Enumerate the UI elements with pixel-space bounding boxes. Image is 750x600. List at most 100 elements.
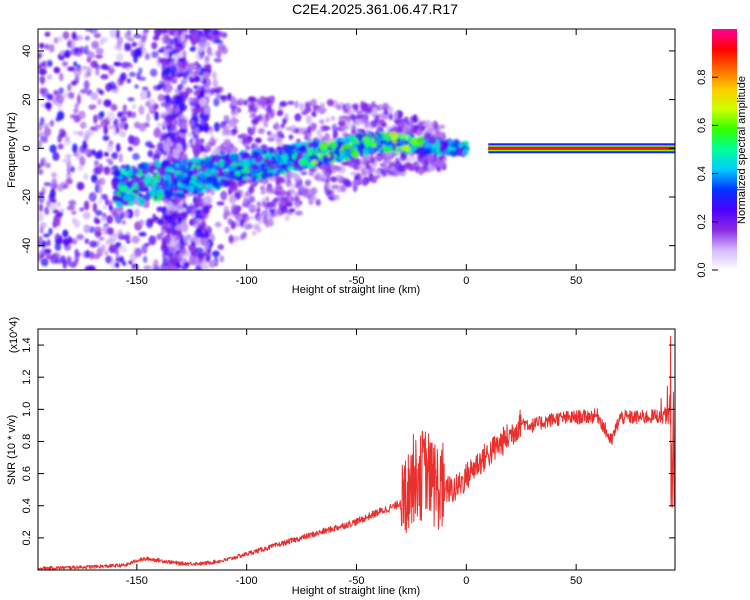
noise-blob xyxy=(214,137,220,143)
noise-blob xyxy=(256,215,264,225)
noise-blob xyxy=(85,89,93,96)
noise-blob xyxy=(103,166,110,176)
noise-blob xyxy=(156,122,162,128)
noise-blob xyxy=(91,40,100,50)
noise-blob xyxy=(160,29,169,34)
noise-blob xyxy=(93,114,98,124)
noise-blob xyxy=(191,137,197,146)
noise-blob xyxy=(220,190,228,201)
noise-blob xyxy=(213,121,220,132)
noise-blob xyxy=(106,111,115,121)
noise-blob xyxy=(180,265,189,270)
colorbar-tick-label: 0.4 xyxy=(696,166,708,181)
noise-blob xyxy=(134,208,140,218)
noise-blob xyxy=(115,29,120,39)
noise-blob xyxy=(161,155,168,161)
drift-blob xyxy=(349,149,358,157)
drift-blob xyxy=(417,146,425,151)
noise-blob xyxy=(230,128,237,137)
noise-blob xyxy=(164,210,173,216)
noise-blob xyxy=(301,110,309,116)
noise-blob xyxy=(159,136,165,143)
noise-blob xyxy=(116,229,124,238)
noise-blob xyxy=(359,118,366,124)
noise-blob xyxy=(49,202,57,211)
noise-blob xyxy=(200,125,209,132)
drift-blob xyxy=(195,187,203,192)
drift-blob xyxy=(262,149,268,155)
noise-blob xyxy=(194,199,202,205)
noise-blob xyxy=(176,143,183,153)
noise-blob xyxy=(184,62,191,72)
drift-blob xyxy=(204,178,213,185)
drift-blob xyxy=(192,158,198,164)
noise-blob xyxy=(165,139,173,148)
noise-blob xyxy=(70,238,78,245)
noise-blob xyxy=(115,143,121,153)
noise-blob xyxy=(142,255,148,264)
noise-blob xyxy=(46,60,53,67)
noise-blob xyxy=(285,180,292,188)
noise-blob xyxy=(423,119,432,128)
noise-blob xyxy=(60,255,66,264)
noise-blob xyxy=(39,116,45,126)
noise-blob xyxy=(38,53,43,59)
drift-blob xyxy=(463,147,469,156)
noise-blob xyxy=(330,176,338,183)
noise-blob xyxy=(121,61,130,69)
noise-blob xyxy=(267,136,276,142)
noise-blob xyxy=(89,240,98,248)
drift-blob xyxy=(127,200,134,207)
drift-blob xyxy=(278,149,284,156)
noise-blob xyxy=(202,232,211,239)
noise-blob xyxy=(68,199,77,207)
noise-blob xyxy=(80,88,88,94)
noise-blob xyxy=(217,244,225,250)
noise-blob xyxy=(210,29,219,37)
noise-blob xyxy=(279,199,286,204)
noise-blob xyxy=(438,124,446,129)
snr-y-ticks: 0.2 0.4 0.6 0.8 1.0 1.2 1.4 xyxy=(21,337,675,546)
noise-blob xyxy=(126,78,132,84)
drift-blob xyxy=(359,149,364,157)
noise-blob xyxy=(242,140,249,147)
noise-blob xyxy=(48,227,53,235)
x-tick-label: -50 xyxy=(349,575,365,587)
noise-blob xyxy=(279,101,288,108)
noise-blob xyxy=(93,32,102,39)
noise-blob xyxy=(103,125,109,135)
noise-blob xyxy=(332,129,339,139)
y-tick-label: 0.4 xyxy=(21,498,33,513)
noise-blob xyxy=(114,261,120,268)
drift-blob xyxy=(160,162,167,169)
y-tick-label: 40 xyxy=(21,45,33,57)
noise-blob xyxy=(133,121,141,129)
noise-blob xyxy=(105,158,113,163)
noise-blob xyxy=(98,236,105,241)
noise-blob xyxy=(76,181,85,191)
noise-blob xyxy=(318,135,326,142)
noise-blob xyxy=(251,109,257,119)
noise-blob xyxy=(364,165,371,171)
noise-blob xyxy=(60,130,67,138)
noise-blob xyxy=(161,59,167,69)
noise-blob xyxy=(179,234,186,243)
noise-blob xyxy=(157,218,164,226)
noise-blob xyxy=(176,224,182,231)
noise-blob xyxy=(325,117,330,123)
noise-blob xyxy=(73,67,82,77)
noise-blob xyxy=(395,157,400,166)
noise-blob xyxy=(182,56,187,62)
noise-blob xyxy=(359,158,367,166)
noise-blob xyxy=(174,203,184,210)
noise-blob xyxy=(381,102,390,112)
noise-blob xyxy=(259,95,267,105)
noise-blob xyxy=(295,200,301,207)
noise-blob xyxy=(38,139,43,150)
noise-blob xyxy=(230,220,237,230)
drift-blob xyxy=(237,165,245,171)
noise-blob xyxy=(234,108,239,116)
noise-blob xyxy=(337,120,346,127)
drift-blob xyxy=(443,141,450,148)
noise-blob xyxy=(143,29,150,34)
